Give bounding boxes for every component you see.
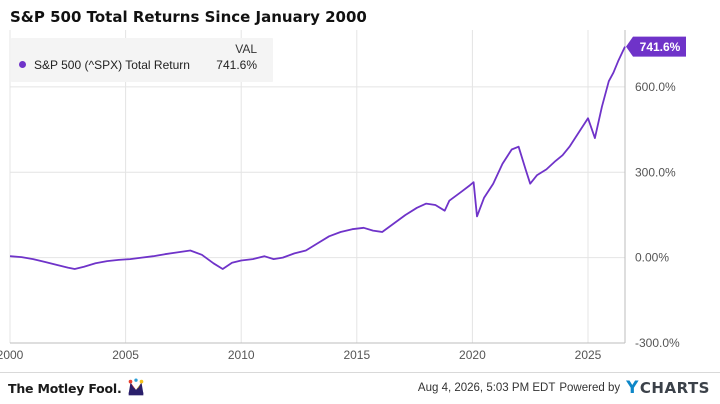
y-axis-ticks: -300.0% 0.00% 300.0% 600.0% [635, 80, 680, 350]
plot-area [10, 30, 625, 343]
x-tick-label: 2005 [112, 348, 139, 362]
y-tick-label: 600.0% [635, 80, 676, 94]
footer-divider [0, 372, 720, 373]
jester-hat-icon [128, 378, 143, 396]
y-tick-label: -300.0% [635, 336, 680, 350]
chart-title: S&P 500 Total Returns Since January 2000 [10, 8, 367, 26]
last-value-flag-shape [626, 36, 686, 57]
legend-series-dot [19, 61, 26, 68]
x-tick-label: 2010 [228, 348, 255, 362]
ycharts-logo[interactable]: Y CHARTS [626, 378, 710, 398]
timestamp: Aug 4, 2026, 5:03 PM EDT [417, 382, 556, 394]
x-axis-ticks: 2000 2005 2010 2015 2020 2025 [0, 348, 602, 362]
ycharts-mark: Y [626, 378, 639, 398]
last-value-label: 741.6% [640, 40, 681, 54]
legend-header: VAL [235, 42, 257, 56]
legend-box: VAL S&P 500 (^SPX) Total Return 741.6% [11, 38, 273, 82]
ycharts-wordmark: CHARTS [639, 379, 710, 397]
x-tick-label: 2015 [343, 348, 370, 362]
series-layer [9, 46, 626, 270]
powered-by-label: Powered by [559, 382, 621, 394]
x-tick-label: 2000 [0, 348, 24, 362]
x-tick-label: 2020 [459, 348, 486, 362]
legend-series-value: 741.6% [216, 58, 257, 72]
x-tick-label: 2025 [575, 348, 602, 362]
y-tick-label: 0.00% [635, 251, 669, 265]
legend-series-name: S&P 500 (^SPX) Total Return [34, 58, 190, 72]
brand-name: The Motley Fool. [8, 380, 122, 396]
axes [10, 30, 626, 344]
series-line [9, 46, 626, 270]
y-tick-label: 300.0% [635, 165, 676, 179]
footer-credit: Aug 4, 2026, 5:03 PM EDT Powered by Y CH… [418, 378, 710, 398]
motley-fool-logo: The Motley Fool. [8, 374, 147, 402]
last-value-flag: 741.6% [626, 36, 686, 57]
